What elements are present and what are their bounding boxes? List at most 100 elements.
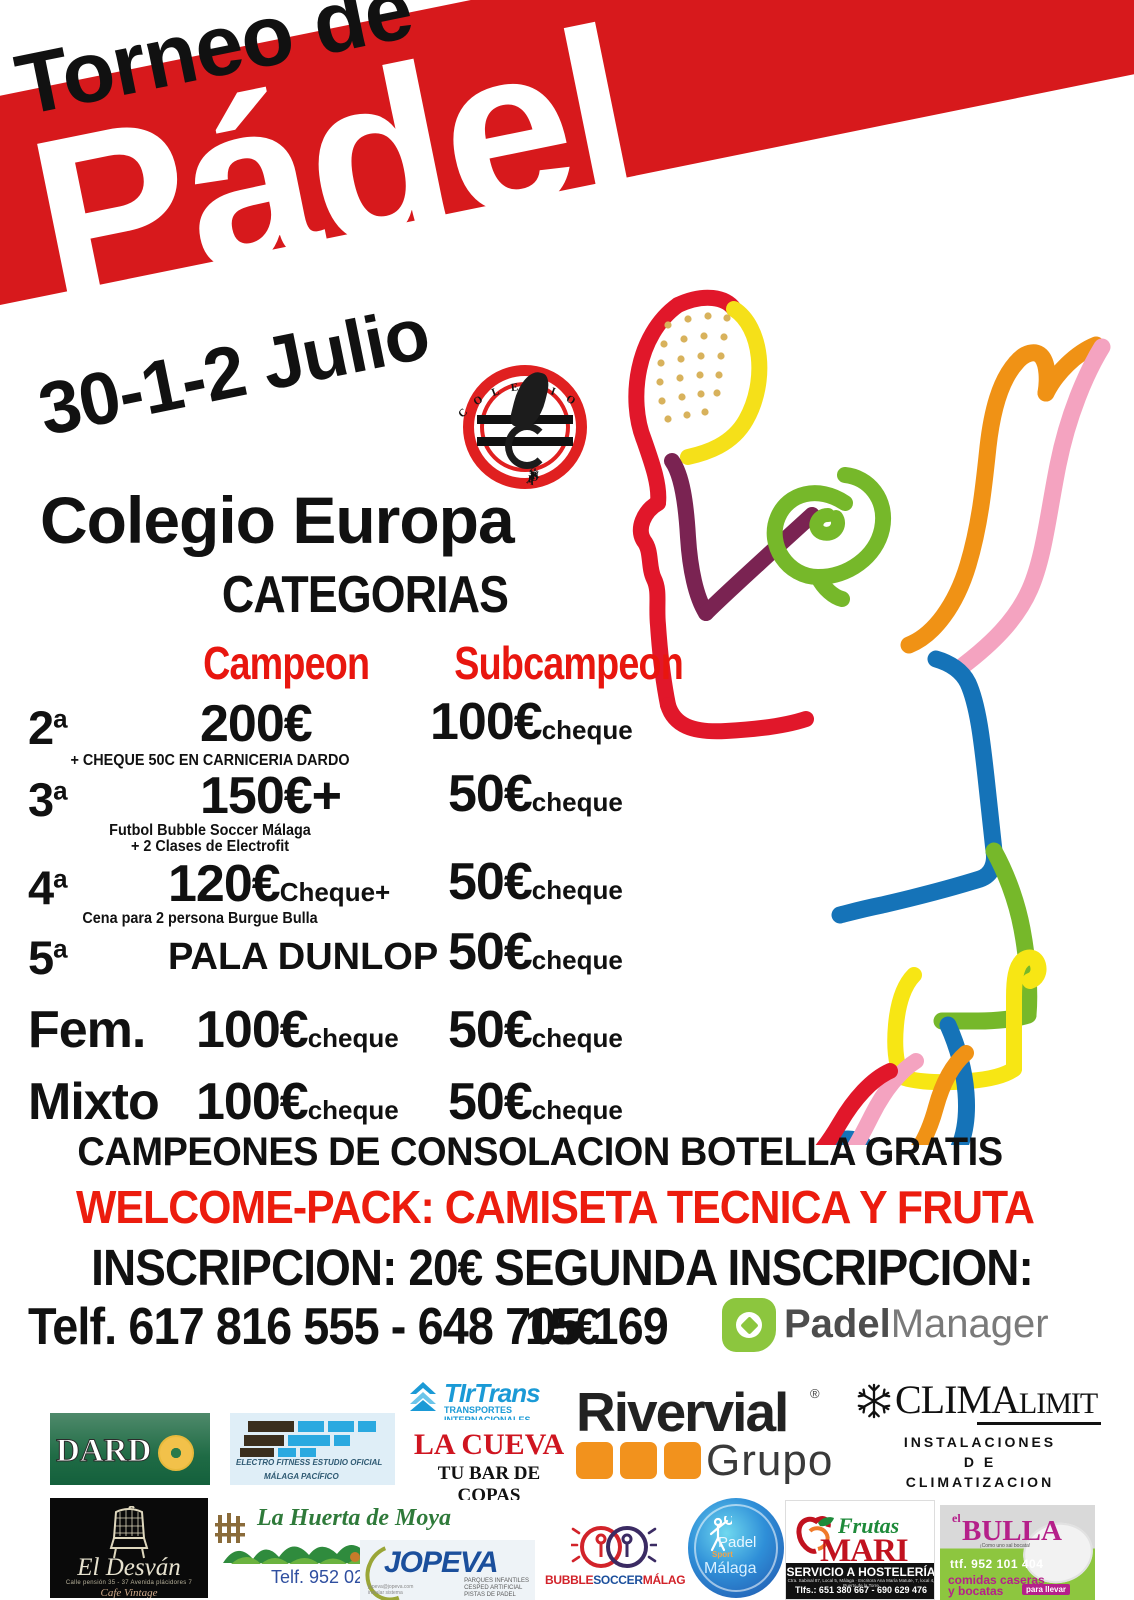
row-label-sup: a (53, 775, 68, 806)
padel-player-illustration (628, 289, 1111, 1145)
sponsor-frutasmari-address: Ctra. Sabinal 87, Local 5, Málaga · Escr… (787, 1578, 935, 1588)
runnerup-prize: 50€cheque (448, 1000, 623, 1060)
sponsor-rivervial-logo: Rivervial ® Grupo (570, 1382, 840, 1487)
column-header-champion: Campeon (203, 637, 370, 689)
sponsor-padelsport-l2: Sport (712, 1550, 733, 1559)
row-label-text: Mixto (28, 1073, 160, 1131)
frutasmari-info-block: SERVICIO A HOSTELERÍA Ctra. Sabinal 87, … (786, 1563, 935, 1599)
welcome-pack-line: WELCOME-PACK: CAMISETA TECNICA Y FRUTA (75, 1181, 1035, 1233)
jopeva-service-3: PISTAS DE PADEL (464, 1592, 516, 1598)
sponsor-elbulla-el: el (952, 1511, 961, 1525)
armchair-icon (109, 1506, 149, 1559)
jopeva-service-2: CESPED ARTIFICIAL (464, 1585, 523, 1591)
sponsor-climalimit-s1: INSTALACIONES (903, 1434, 1057, 1450)
snowflake-icon (857, 1383, 891, 1419)
sponsor-climalimit-s3: CLIMATIZACION (905, 1474, 1055, 1488)
row-label-text: Fem. (28, 1001, 146, 1059)
runnerup-prize: 100€cheque (430, 692, 633, 752)
sponsor-frutasmari-f: Frutas (838, 1513, 900, 1538)
fence-icon (215, 1513, 245, 1543)
sponsor-efit-logo: ELECTRO FITNESS ESTUDIO OFICIAL MÁLAGA P… (230, 1413, 395, 1485)
jopeva-service-1: PARQUES INFANTILES (464, 1578, 529, 1584)
champion-prize: PALA DUNLOP (168, 936, 439, 978)
padelmanager-light-text: Manager (890, 1302, 1049, 1346)
row-label: 3a (28, 772, 68, 827)
sponsor-frutasmari-tel: Tlfs.: 651 380 667 - 690 629 476 (794, 1585, 928, 1595)
sponsor-tirtrans-sub: TRANSPORTES INTERNACIONALES (444, 1405, 531, 1420)
sponsor-lacueva-logo: LA CUEVA TU BAR DE COPAS CÁRTAMA (404, 1428, 574, 1500)
sponsor-elbulla-slogan: ¡Como uno sal bocata! (980, 1543, 1031, 1549)
sponsor-tirtrans-name: TIrTrans (444, 1378, 541, 1408)
sponsor-rivervial-sub: Grupo (706, 1436, 834, 1485)
runnerup-suffix: cheque (541, 715, 633, 745)
runnerup-prize: 50€cheque (448, 852, 623, 912)
champion-prize: 200€ (200, 695, 313, 753)
runnerup-amount: 100€ (430, 693, 543, 751)
inscription-line: INSCRIPCION: 20€ SEGUNDA INSCRIPCION: 15… (91, 1239, 1034, 1355)
champion-note: Futbol Bubble Soccer Málaga (109, 822, 311, 839)
bubble-players-icon (571, 1526, 657, 1568)
sponsor-tirtrans-logo: TIrTrans TRANSPORTES INTERNACIONALES (408, 1378, 558, 1420)
champion-amount: 100€ (196, 1001, 309, 1059)
column-header-runnerup: Subcampeon (454, 637, 683, 689)
row-label: 5a (28, 930, 68, 985)
sponsor-frutasmari-logo: Frutas MARI SERVICIO A HOSTELERÍA Ctra. … (785, 1500, 935, 1600)
climalimit-underline (977, 1422, 1101, 1425)
sponsor-elbulla-c2: y bocatas (948, 1584, 1004, 1598)
bubble-word-3: MÁLAGA (642, 1573, 685, 1587)
padelmanager-logo: PadelManager (722, 1296, 1062, 1354)
champion-prize: 120€Cheque+ (168, 854, 390, 914)
champion-prize: 100€cheque (196, 1000, 399, 1060)
runnerup-amount: 50€ (448, 853, 533, 911)
runnerup-amount: 50€ (448, 923, 533, 981)
sponsor-jopeva-contact: jopeva@jopeva.com instalar sistema (368, 1584, 413, 1596)
runnerup-amount: 50€ (448, 1073, 533, 1131)
champion-prize: 150€+ (200, 767, 342, 825)
bubble-word-2: SOCCER (593, 1573, 643, 1587)
sponsor-padelsport-l3: Málaga (704, 1560, 757, 1577)
sponsor-climalimit-name: CLIMALIMIT (895, 1378, 1098, 1423)
runnerup-suffix: cheque (531, 1095, 623, 1125)
sponsor-eldesvan-tagline: Cafe Vintage (100, 1587, 158, 1598)
champion-suffix: cheque (307, 1023, 399, 1053)
sponsor-jopeva-name: JOPEVA (384, 1546, 498, 1579)
row-label-text: 4 (28, 861, 54, 914)
sponsor-elbulla-tel: ttf. 952 101 404 (950, 1557, 1044, 1571)
sponsor-rivervial-name: Rivervial (576, 1382, 789, 1443)
sponsor-elbulla-tag: para llevar (1022, 1584, 1071, 1595)
champion-amount: 120€ (168, 855, 281, 913)
runnerup-prize: 50€cheque (448, 1072, 623, 1132)
sponsor-climalimit-s2: D E (963, 1454, 997, 1470)
sponsor-rivervial-reg: ® (810, 1386, 820, 1401)
tournament-venue: Colegio Europa (40, 483, 515, 557)
padelmanager-dot (736, 1312, 762, 1338)
sponsor-eldesvan-address: Calle pensión 35 - 37 Avenida plácidores… (65, 1580, 193, 1586)
climalimit-name-2: LIMIT (1018, 1387, 1098, 1420)
sponsor-eldesvan-logo: El Desván Calle pensión 35 - 37 Avenida … (50, 1498, 208, 1598)
padelsport-seam (694, 1504, 778, 1592)
sponsor-padelsport-l1: Padel (718, 1534, 757, 1551)
categories-header-row: Campeon Subcampeon (0, 636, 730, 689)
runnerup-prize: 50€cheque (448, 922, 623, 982)
runnerup-suffix: cheque (531, 787, 623, 817)
sponsor-bubblesoccer-name: BUBBLESOCCERMÁLAGA (545, 1573, 685, 1587)
sponsor-efit-line1: ELECTRO FITNESS ESTUDIO OFICIAL (236, 1458, 383, 1467)
runnerup-suffix: cheque (531, 875, 623, 905)
champion-amount: 100€ (196, 1073, 309, 1131)
jopeva-email: jopeva@jopeva.com (368, 1584, 414, 1590)
sponsor-efit-line2: MÁLAGA PACÍFICO (264, 1472, 339, 1481)
padelmanager-wordmark: PadelManager (784, 1302, 1049, 1347)
padelmanager-mark-icon (722, 1298, 776, 1352)
row-label-text: 2 (28, 701, 54, 754)
quill-swirl-icon (505, 423, 549, 469)
padelmanager-bold-text: Padel (784, 1302, 891, 1346)
row-label-sup: a (53, 863, 68, 894)
sponsor-jopeva-logo: JOPEVA PARQUES INFANTILES CESPED ARTIFIC… (360, 1540, 535, 1600)
champion-note-2: + 2 Clases de Electrofit (130, 838, 290, 855)
row-label-text: 3 (28, 773, 54, 826)
sponsor-elbulla-logo: el BULLA ¡Como uno sal bocata! ttf. 952 … (940, 1505, 1095, 1600)
champion-suffix: cheque (307, 1095, 399, 1125)
row-label-sup: a (53, 703, 68, 734)
rivervial-square-1-icon (576, 1442, 613, 1479)
